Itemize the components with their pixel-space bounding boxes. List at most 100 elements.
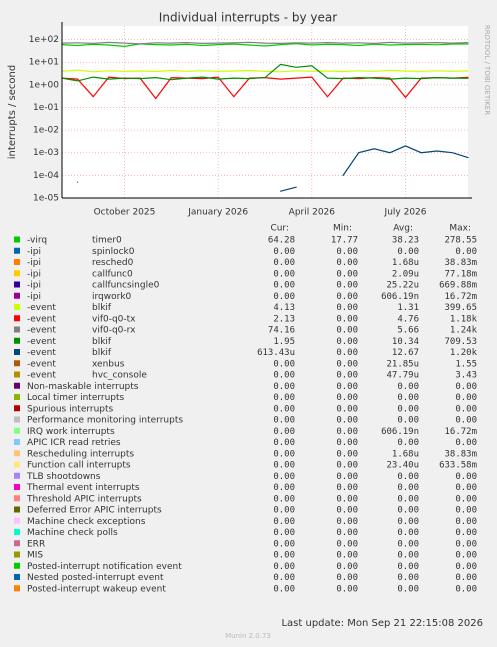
legend-swatch [14,371,20,378]
legend-name: -event [27,348,56,358]
legend-swatch [14,382,20,389]
legend-avg: 0.00 [397,483,419,493]
legend-name: -ipi [27,281,41,291]
legend-min: 0.00 [336,348,358,358]
legend-max: 0.00 [455,416,477,426]
legend-min: 0.00 [336,584,358,594]
legend-max: 709.53 [444,337,477,347]
legend-avg: 2.09u [392,269,419,279]
legend-swatch [14,270,20,277]
legend-swatch [14,484,20,490]
legend-avg: 0.00 [397,562,419,572]
legend-avg: 1.68u [392,258,419,268]
legend-cur: 0.00 [273,506,295,516]
plot-area [62,26,468,198]
legend-swatch [14,360,20,367]
legend-cur: 0.00 [273,292,295,302]
legend-avg: 12.67 [392,348,419,358]
legend-swatch [14,495,20,502]
legend-name: Local timer interrupts [27,393,125,403]
legend-avg: 1.68u [392,449,419,459]
legend-swatch [14,439,20,445]
legend-avg: 0.00 [397,404,419,414]
legend-name: Threshold APIC interrupts [26,494,142,504]
legend-cur: 2.13 [273,314,295,324]
legend-min: 0.00 [336,269,358,279]
legend-max: 0.00 [455,573,477,583]
legend-name: Thermal event interrupts [26,483,140,493]
legend-min: 0.00 [336,517,358,527]
legend-min: 0.00 [336,427,358,437]
legend-label: hvc_console [92,371,147,381]
y-tick-label: 1e+00 [29,80,60,90]
legend-max: 0.00 [455,483,477,493]
legend-min: 17.77 [331,236,358,246]
legend-min: 0.00 [336,337,358,347]
legend-swatch [14,472,20,479]
legend-max: 0.00 [455,393,477,403]
legend-avg: 0.00 [397,506,419,516]
legend-max: 0.00 [455,494,477,504]
legend-min: 0.00 [336,539,358,549]
legend-avg: 23.40u [386,461,419,471]
legend-min: 0.00 [336,371,358,381]
legend-avg: 0.00 [397,584,419,594]
legend-label: blkif [92,337,112,347]
legend-header: Max: [449,224,471,234]
legend-avg: 0.00 [397,382,419,392]
legend-swatch [14,506,20,513]
legend-name: Nested posted-interrupt event [27,573,164,583]
legend-max: 0.00 [455,404,477,414]
legend-cur: 0.00 [273,393,295,403]
legend-max: 0.00 [455,551,477,561]
legend-avg: 606.19n [381,427,419,437]
legend-label: vif0-q0-rx [92,326,136,336]
legend-max: 0.00 [455,472,477,482]
legend-name: -ipi [27,269,41,279]
legend-cur: 0.00 [273,269,295,279]
legend-cur: 0.00 [273,438,295,448]
legend-min: 0.00 [336,393,358,403]
legend-name: Machine check exceptions [27,517,146,527]
legend-min: 0.00 [336,314,358,324]
legend-cur: 0.00 [273,416,295,426]
legend-min: 0.00 [336,461,358,471]
legend-max: 278.55 [444,236,477,246]
legend-max: 0.00 [455,562,477,572]
legend-cur: 0.00 [273,472,295,482]
legend-max: 669.88m [439,281,477,291]
legend-avg: 0.00 [397,573,419,583]
legend-name: IRQ work interrupts [27,427,115,437]
legend-max: 0.00 [455,438,477,448]
legend-avg: 0.00 [397,393,419,403]
legend-min: 0.00 [336,326,358,336]
legend-max: 1.20k [450,348,478,358]
legend-min: 0.00 [336,551,358,561]
legend-swatch [14,304,20,310]
legend-min: 0.00 [336,258,358,268]
legend-name: -event [27,314,56,324]
legend-max: 16.72m [444,427,477,437]
legend-avg: 0.00 [397,528,419,538]
legend-header: Avg: [393,224,413,234]
legend-cur: 0.00 [273,483,295,493]
version: Munin 2.0.73 [225,632,271,640]
legend-swatch [14,585,20,592]
legend-swatch [14,247,20,254]
legend-cur: 0.00 [273,551,295,561]
legend-cur: 0.00 [273,427,295,437]
legend-cur: 64.28 [268,236,295,246]
legend-avg: 0.00 [397,494,419,504]
legend-label: blkif [92,303,112,313]
legend-name: TLB shootdowns [26,472,101,482]
y-tick-label: 1e-05 [33,194,59,204]
x-tick-label: April 2026 [289,208,336,218]
legend-max: 38.83m [444,449,477,459]
legend-label: blkif [92,348,112,358]
legend-avg: 0.00 [397,472,419,482]
series-line [77,145,469,192]
legend-cur: 0.00 [273,281,295,291]
legend-cur: 0.00 [273,371,295,381]
legend-min: 0.00 [336,472,358,482]
